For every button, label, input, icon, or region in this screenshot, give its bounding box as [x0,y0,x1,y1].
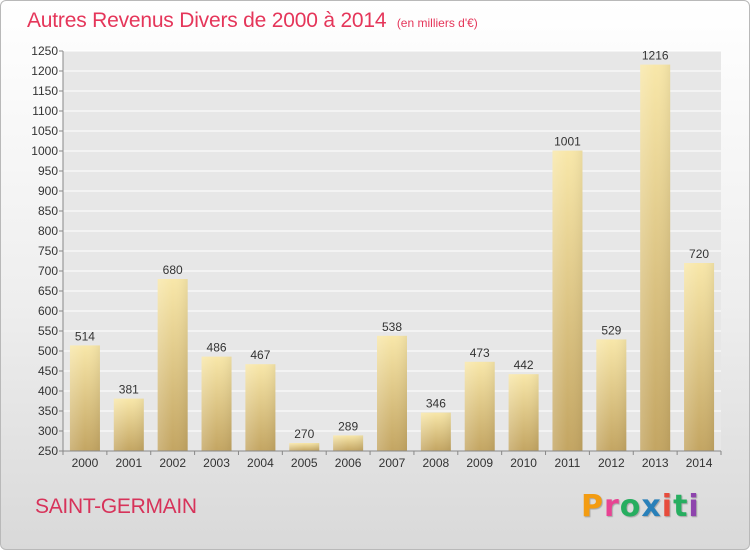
y-tick-label: 850 [38,204,58,218]
data-label-2011: 1001 [554,135,581,149]
logo-letter: t [673,489,689,524]
data-label-2002: 680 [163,263,183,277]
logo-letter: P [581,489,604,524]
data-label-2000: 514 [75,329,95,343]
x-tick-label-2003: 2003 [203,456,230,470]
x-tick-label-2001: 2001 [115,456,142,470]
chart-subtitle: (en milliers d'€) [396,16,478,30]
bar-shade-2014 [684,263,715,451]
bar-shade-2008 [420,412,451,451]
y-tick-label: 650 [38,284,58,298]
data-label-2012: 529 [601,323,621,337]
x-tick-label-2006: 2006 [335,456,362,470]
y-tick-label: 300 [38,424,58,438]
logo-letter: r [604,489,620,524]
y-tick-label: 450 [38,364,58,378]
x-tick-label-2011: 2011 [555,456,581,470]
data-label-2009: 473 [470,346,490,360]
y-tick-label: 1150 [32,84,58,98]
data-label-2010: 442 [514,358,534,372]
y-tick-label: 250 [38,444,58,458]
y-tick-label: 600 [38,304,58,318]
data-label-2013: 1216 [642,49,669,63]
x-tick-label-2013: 2013 [642,456,669,470]
y-tick-label: 950 [38,164,58,178]
y-tick-label: 1250 [31,44,58,58]
x-tick-label-2010: 2010 [510,456,537,470]
y-tick-label: 550 [38,324,58,338]
y-tick-label: 900 [38,184,58,198]
data-label-2004: 467 [250,348,270,362]
x-tick-label-2014: 2014 [686,456,713,470]
commune-name: SAINT-GERMAIN [35,495,197,518]
data-label-2014: 720 [689,247,709,261]
x-axis: 2000 2001 2002 2003 2004 2005 2006 2007 2008 2009… [62,450,722,470]
y-tick-label: 400 [38,384,58,398]
bar-shade-2001 [113,398,144,451]
data-label-2006: 289 [338,419,358,433]
bar-shade-2006 [333,435,364,451]
data-label-2007: 538 [382,320,402,334]
y-tick-label: 1050 [31,124,58,138]
logo-letter: o [619,489,642,524]
y-tick-label: 1000 [31,144,58,158]
x-tick-label-2002: 2002 [159,456,186,470]
y-axis: 250 300 350 400 450 500 550 600 650 700 750 800 850 9… [31,44,64,458]
bar-shade-2011 [552,150,583,451]
data-label-2003: 486 [207,341,227,355]
x-tick-label-2007: 2007 [379,456,406,470]
bar-shade-2013 [640,64,671,451]
x-tick-label-2004: 2004 [247,456,274,470]
proxiti-logo[interactable]: Proxiti [581,489,700,524]
x-tick-label-2000: 2000 [72,456,99,470]
bars-layer: 514 381 680 486 467 270 289 538 346 473 442 1001 529… [69,49,715,451]
bar-shade-2010 [508,374,539,451]
y-tick-label: 800 [38,224,58,238]
x-tick-label-2012: 2012 [598,456,625,470]
logo-letter: i [688,489,700,524]
logo-letter: i [661,489,674,524]
y-tick-label: 700 [38,264,58,278]
data-label-2001: 381 [119,383,139,397]
bar-shade-2004 [245,364,276,451]
x-tick-label-2005: 2005 [291,456,318,470]
bar-shade-2003 [201,356,232,451]
y-tick-label: 1200 [31,64,58,78]
logo-letter: x [641,489,662,524]
bar-shade-2012 [596,339,627,451]
chart-title: Autres Revenus Divers de 2000 à 2014 [27,9,387,32]
y-tick-label: 1100 [32,104,58,118]
bar-shade-2005 [289,443,320,451]
y-tick-label: 350 [38,404,58,418]
bar-shade-2009 [464,361,495,451]
y-tick-label: 500 [38,344,58,358]
y-tick-label: 750 [38,244,58,258]
data-label-2008: 346 [426,397,446,411]
data-label-2005: 270 [294,427,314,441]
x-tick-label-2009: 2009 [466,456,493,470]
bar-shade-2002 [157,279,188,451]
bar-shade-2000 [69,345,100,451]
chart-header: Autres Revenus Divers de 2000 à 2014 (en… [27,9,478,33]
bar-shade-2007 [377,335,407,451]
x-tick-label-2008: 2008 [423,456,450,470]
